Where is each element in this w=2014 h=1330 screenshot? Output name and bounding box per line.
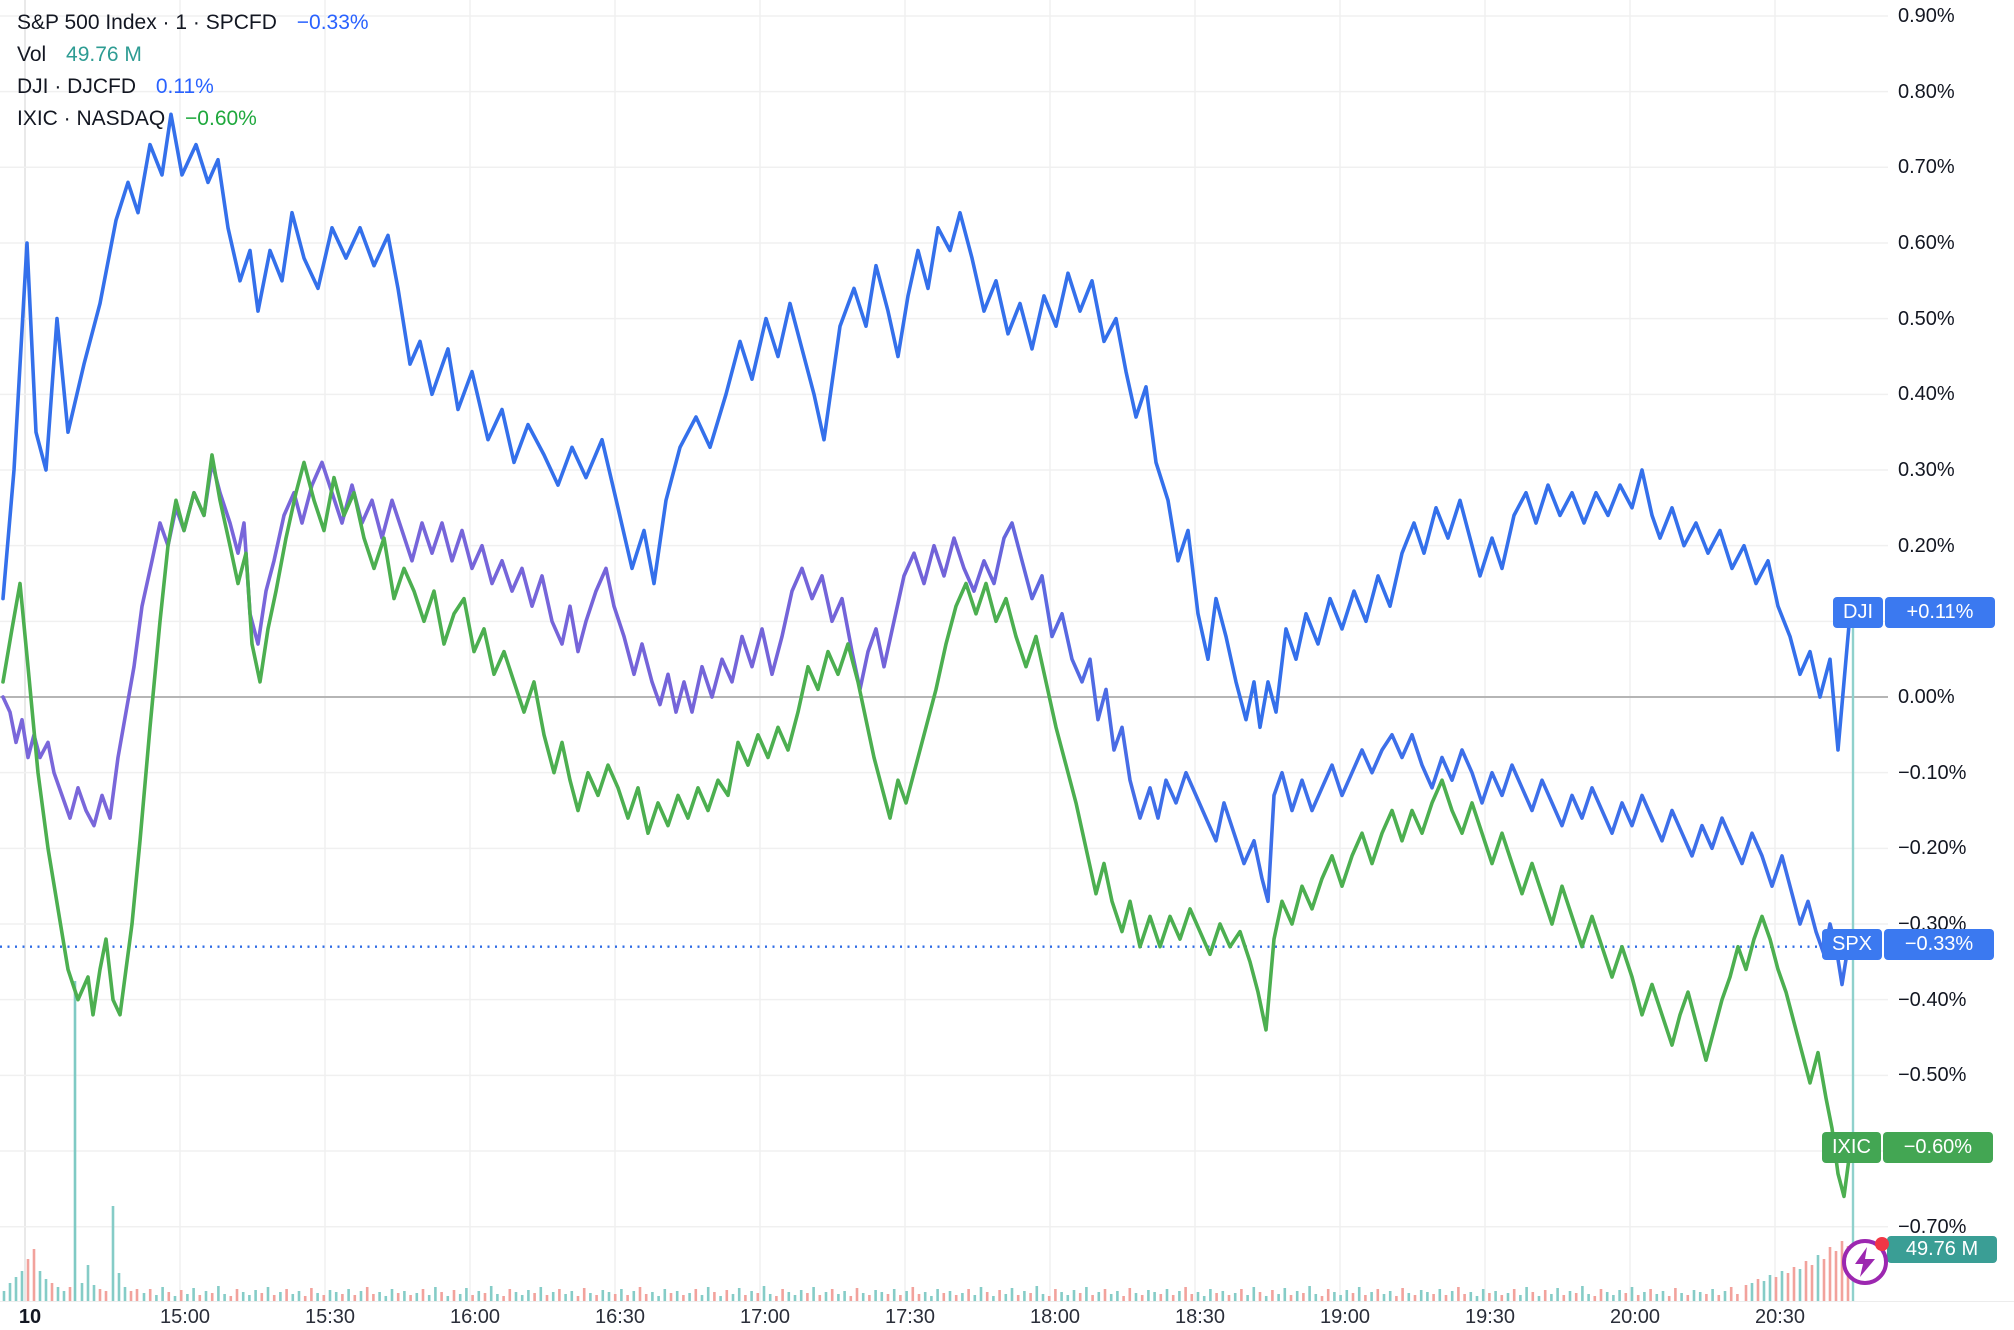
time-tick-label: 15:00: [159, 1306, 211, 1328]
legend-volume[interactable]: Vol 49.76 M: [17, 39, 369, 71]
main-change-value: −0.33%: [296, 11, 369, 34]
spx-price-badge: SPX −0.33%: [1822, 929, 1995, 960]
time-tick-label: 17:30: [884, 1306, 936, 1328]
time-tick-label: 15:30: [304, 1306, 356, 1328]
time-tick-label: 19:00: [1319, 1306, 1371, 1328]
volume-label[interactable]: Vol: [17, 43, 47, 66]
spx-badge-value: −0.33%: [1884, 929, 1995, 960]
time-axis[interactable]: 10 15:00 15:30 16:00 16:30 17:00 17:30 18:00 18:…: [0, 1302, 2014, 1330]
flash-events-icon[interactable]: [1842, 1237, 1889, 1285]
time-tick-label: 16:00: [449, 1306, 501, 1328]
time-tick-label: 16:30: [594, 1306, 646, 1328]
time-tick-label: 18:30: [1174, 1306, 1226, 1328]
dji-change-value: 0.11%: [155, 75, 214, 98]
ixic-symbol-label[interactable]: IXIC · NASDAQ: [17, 107, 166, 130]
time-tick-label: 10: [18, 1306, 42, 1328]
legend-dji[interactable]: DJI · DJCFD 0.11%: [17, 71, 369, 103]
ixic-change-value: −0.60%: [185, 107, 257, 130]
legend: S&P 500 Index · 1 · SPCFD −0.33% Vol 49.…: [17, 7, 369, 135]
gridlines: [0, 0, 2014, 1303]
spx-badge-ticker: SPX: [1822, 929, 1883, 960]
ixic-badge-value: −0.60%: [1882, 1132, 1993, 1163]
time-tick-label: 17:00: [739, 1306, 791, 1328]
notification-dot: [1875, 1237, 1889, 1251]
volume-value: 49.76 M: [66, 43, 142, 66]
ixic-price-badge: IXIC −0.60%: [1822, 1132, 1993, 1163]
dji-badge-ticker: DJI: [1833, 597, 1883, 628]
volume-badge: 49.76 M: [1887, 1236, 1997, 1263]
lightning-bolt-icon: [1855, 1247, 1875, 1277]
time-tick-label: 18:00: [1029, 1306, 1081, 1328]
dji-badge-value: +0.11%: [1885, 597, 1995, 628]
line-series: [1, 112, 1852, 1199]
time-tick-label: 20:30: [1754, 1306, 1806, 1328]
legend-ixic[interactable]: IXIC · NASDAQ −0.60%: [17, 103, 369, 135]
volume-bars: [2, 981, 1850, 1301]
time-tick-label: 20:00: [1609, 1306, 1661, 1328]
time-tick-label: 19:30: [1464, 1306, 1516, 1328]
dji-price-badge: DJI +0.11%: [1833, 597, 1995, 628]
ixic-badge-ticker: IXIC: [1822, 1132, 1881, 1163]
volume-badge-value: 49.76 M: [1887, 1236, 1997, 1263]
dji-symbol-label[interactable]: DJI · DJCFD: [17, 75, 136, 98]
legend-main-series[interactable]: S&P 500 Index · 1 · SPCFD −0.33%: [17, 7, 369, 39]
main-symbol-label[interactable]: S&P 500 Index · 1 · SPCFD: [17, 11, 277, 34]
